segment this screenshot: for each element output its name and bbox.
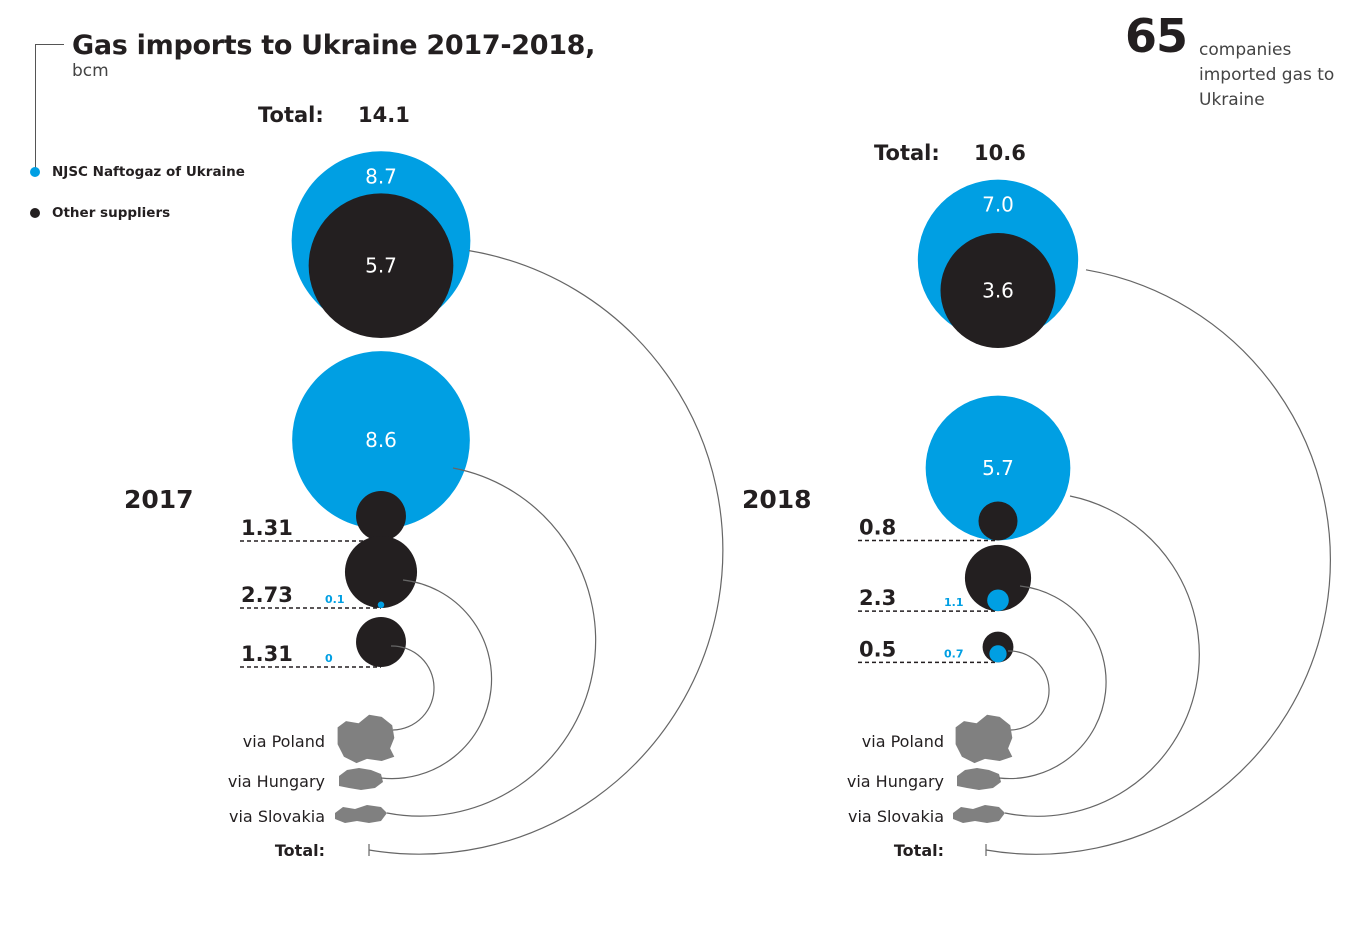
- panel-2018-poland-shape: [955, 714, 1013, 764]
- legend-label-naftogaz: NJSC Naftogaz of Ukraine: [52, 164, 245, 180]
- panel-2017-hungary-label: via Hungary: [228, 772, 325, 791]
- panel-2018-poland-label: via Poland: [862, 732, 944, 751]
- panel-2017-slovakia-naftogaz-value: 8.6: [365, 428, 397, 452]
- panel-2018-slovakia-naftogaz-value: 5.7: [982, 456, 1014, 480]
- panel-2018-hungary-naftogaz-value: 1.1: [944, 596, 964, 609]
- panel-2018-slovakia-naftogaz-bubble: [925, 395, 1071, 541]
- panel-2018-arc-slovakia: [1004, 495, 1200, 817]
- panel-2017-hungary-shape: [339, 768, 383, 790]
- panel-2018-poland-naftogaz-value: 0.7: [944, 647, 964, 660]
- panel-2017-poland-label: via Poland: [243, 732, 325, 751]
- panel-2017-slovakia-naftogaz-bubble: [292, 351, 470, 529]
- panel-2017-slovakia-shape: [335, 805, 387, 823]
- panel-2017-bottom-total-label: Total:: [275, 841, 325, 860]
- panel-2018-arc-poland: [1007, 650, 1050, 731]
- panel-2018-total-other-value: 3.6: [982, 279, 1014, 303]
- panel-2018-hungary-label: via Hungary: [847, 772, 944, 791]
- panel-2018-year-label: 2018: [742, 485, 812, 514]
- panel-2017-poland-naftogaz-value: 0: [325, 652, 333, 665]
- legend-label-other: Other suppliers: [52, 205, 171, 221]
- panel-2017-arc-slovakia: [386, 467, 597, 817]
- panel-2018-total-value: 10.6: [974, 141, 1026, 165]
- panel-2017-total-other-value: 5.7: [365, 254, 397, 278]
- panel-2018-poland-other-value: 0.5: [859, 637, 896, 661]
- panel-2017-slovakia-label: via Slovakia: [229, 807, 325, 826]
- panel-2018-total-naftogaz-value: 7.0: [982, 193, 1014, 217]
- panel-2017-arc-hungary: [380, 579, 493, 780]
- panel-2018-slovakia-other-bubble: [978, 501, 1018, 541]
- chart-title: Gas imports to Ukraine 2017-2018,: [72, 30, 596, 61]
- panel-2017-total-naftogaz-value: 8.7: [365, 164, 397, 188]
- panel-2017-arc-poland: [390, 645, 435, 731]
- panel-2017-arc-total: [368, 250, 724, 855]
- panel-2018-slovakia-other-value: 0.8: [859, 516, 896, 540]
- panel-2018-hungary-shape: [957, 768, 1001, 790]
- panel-2017-year-label: 2017: [124, 485, 194, 514]
- panel-2018-slovakia-label: via Slovakia: [848, 807, 944, 826]
- panel-2018-total-other-bubble: [940, 233, 1056, 348]
- companies-count: 65: [1125, 9, 1188, 63]
- panel-2017-poland-other-bubble: [356, 617, 406, 667]
- panel-2017-hungary-other-bubble: [344, 535, 418, 609]
- panel-2018-hungary-other-bubble: [964, 544, 1032, 612]
- panel-2017-hungary-naftogaz-value: 0.1: [325, 593, 345, 606]
- panel-2017-hungary-naftogaz-bubble: [377, 601, 385, 609]
- panel-2017-poland-shape: [337, 714, 395, 764]
- panel-2018-bottom-total-label: Total:: [894, 841, 944, 860]
- companies-text: companies imported gas to Ukraine: [1199, 40, 1335, 110]
- panel-2017-hungary-other-value: 2.73: [241, 583, 293, 607]
- panel-2018-hungary-naftogaz-bubble: [987, 589, 1009, 612]
- legend-swatch-other: [30, 208, 40, 218]
- legend-item-naftogaz: NJSC Naftogaz of Ukraine: [30, 164, 245, 180]
- legend-item-other: Other suppliers: [30, 205, 170, 221]
- companies-callout: 65 companies imported gas to Ukraine: [1125, 6, 1349, 113]
- panel-2017-total-label: Total:: [258, 103, 324, 127]
- panel-2018-arc-total: [985, 269, 1331, 855]
- title-bracket: [35, 44, 64, 175]
- title-block: Gas imports to Ukraine 2017-2018, bcm: [72, 30, 595, 81]
- panel-2017-total-value: 14.1: [358, 103, 410, 127]
- panel-2017-slovakia-other-value: 1.31: [241, 516, 293, 540]
- panel-2017-slovakia-other-bubble: [356, 491, 406, 541]
- panel-2017-total-other-bubble: [308, 193, 454, 338]
- panel-2018-slovakia-shape: [953, 805, 1005, 823]
- panel-2018-hungary-other-value: 2.3: [859, 586, 896, 610]
- panel-2017-poland-other-value: 1.31: [241, 642, 293, 666]
- chart-unit: bcm: [72, 61, 109, 81]
- panel-2018-arc-hungary: [998, 585, 1107, 780]
- panel-2018-poland-naftogaz-bubble: [989, 645, 1007, 663]
- panel-2018-total-label: Total:: [874, 141, 940, 165]
- legend-swatch-naftogaz: [30, 167, 40, 177]
